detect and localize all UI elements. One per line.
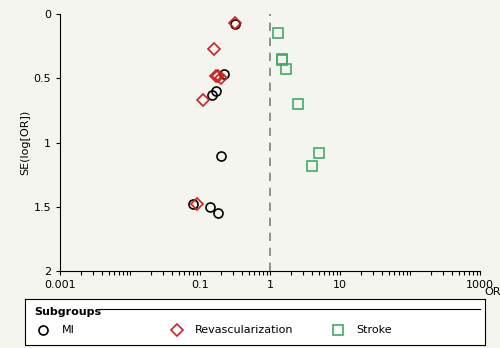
Text: MI: MI [62,325,74,335]
Text: Revascularization: Revascularization [195,325,294,335]
Text: Subgroups: Subgroups [34,307,102,317]
Text: OR: OR [484,287,500,297]
Y-axis label: SE(log[OR]): SE(log[OR]) [20,110,30,175]
Text: Stroke: Stroke [356,325,392,335]
